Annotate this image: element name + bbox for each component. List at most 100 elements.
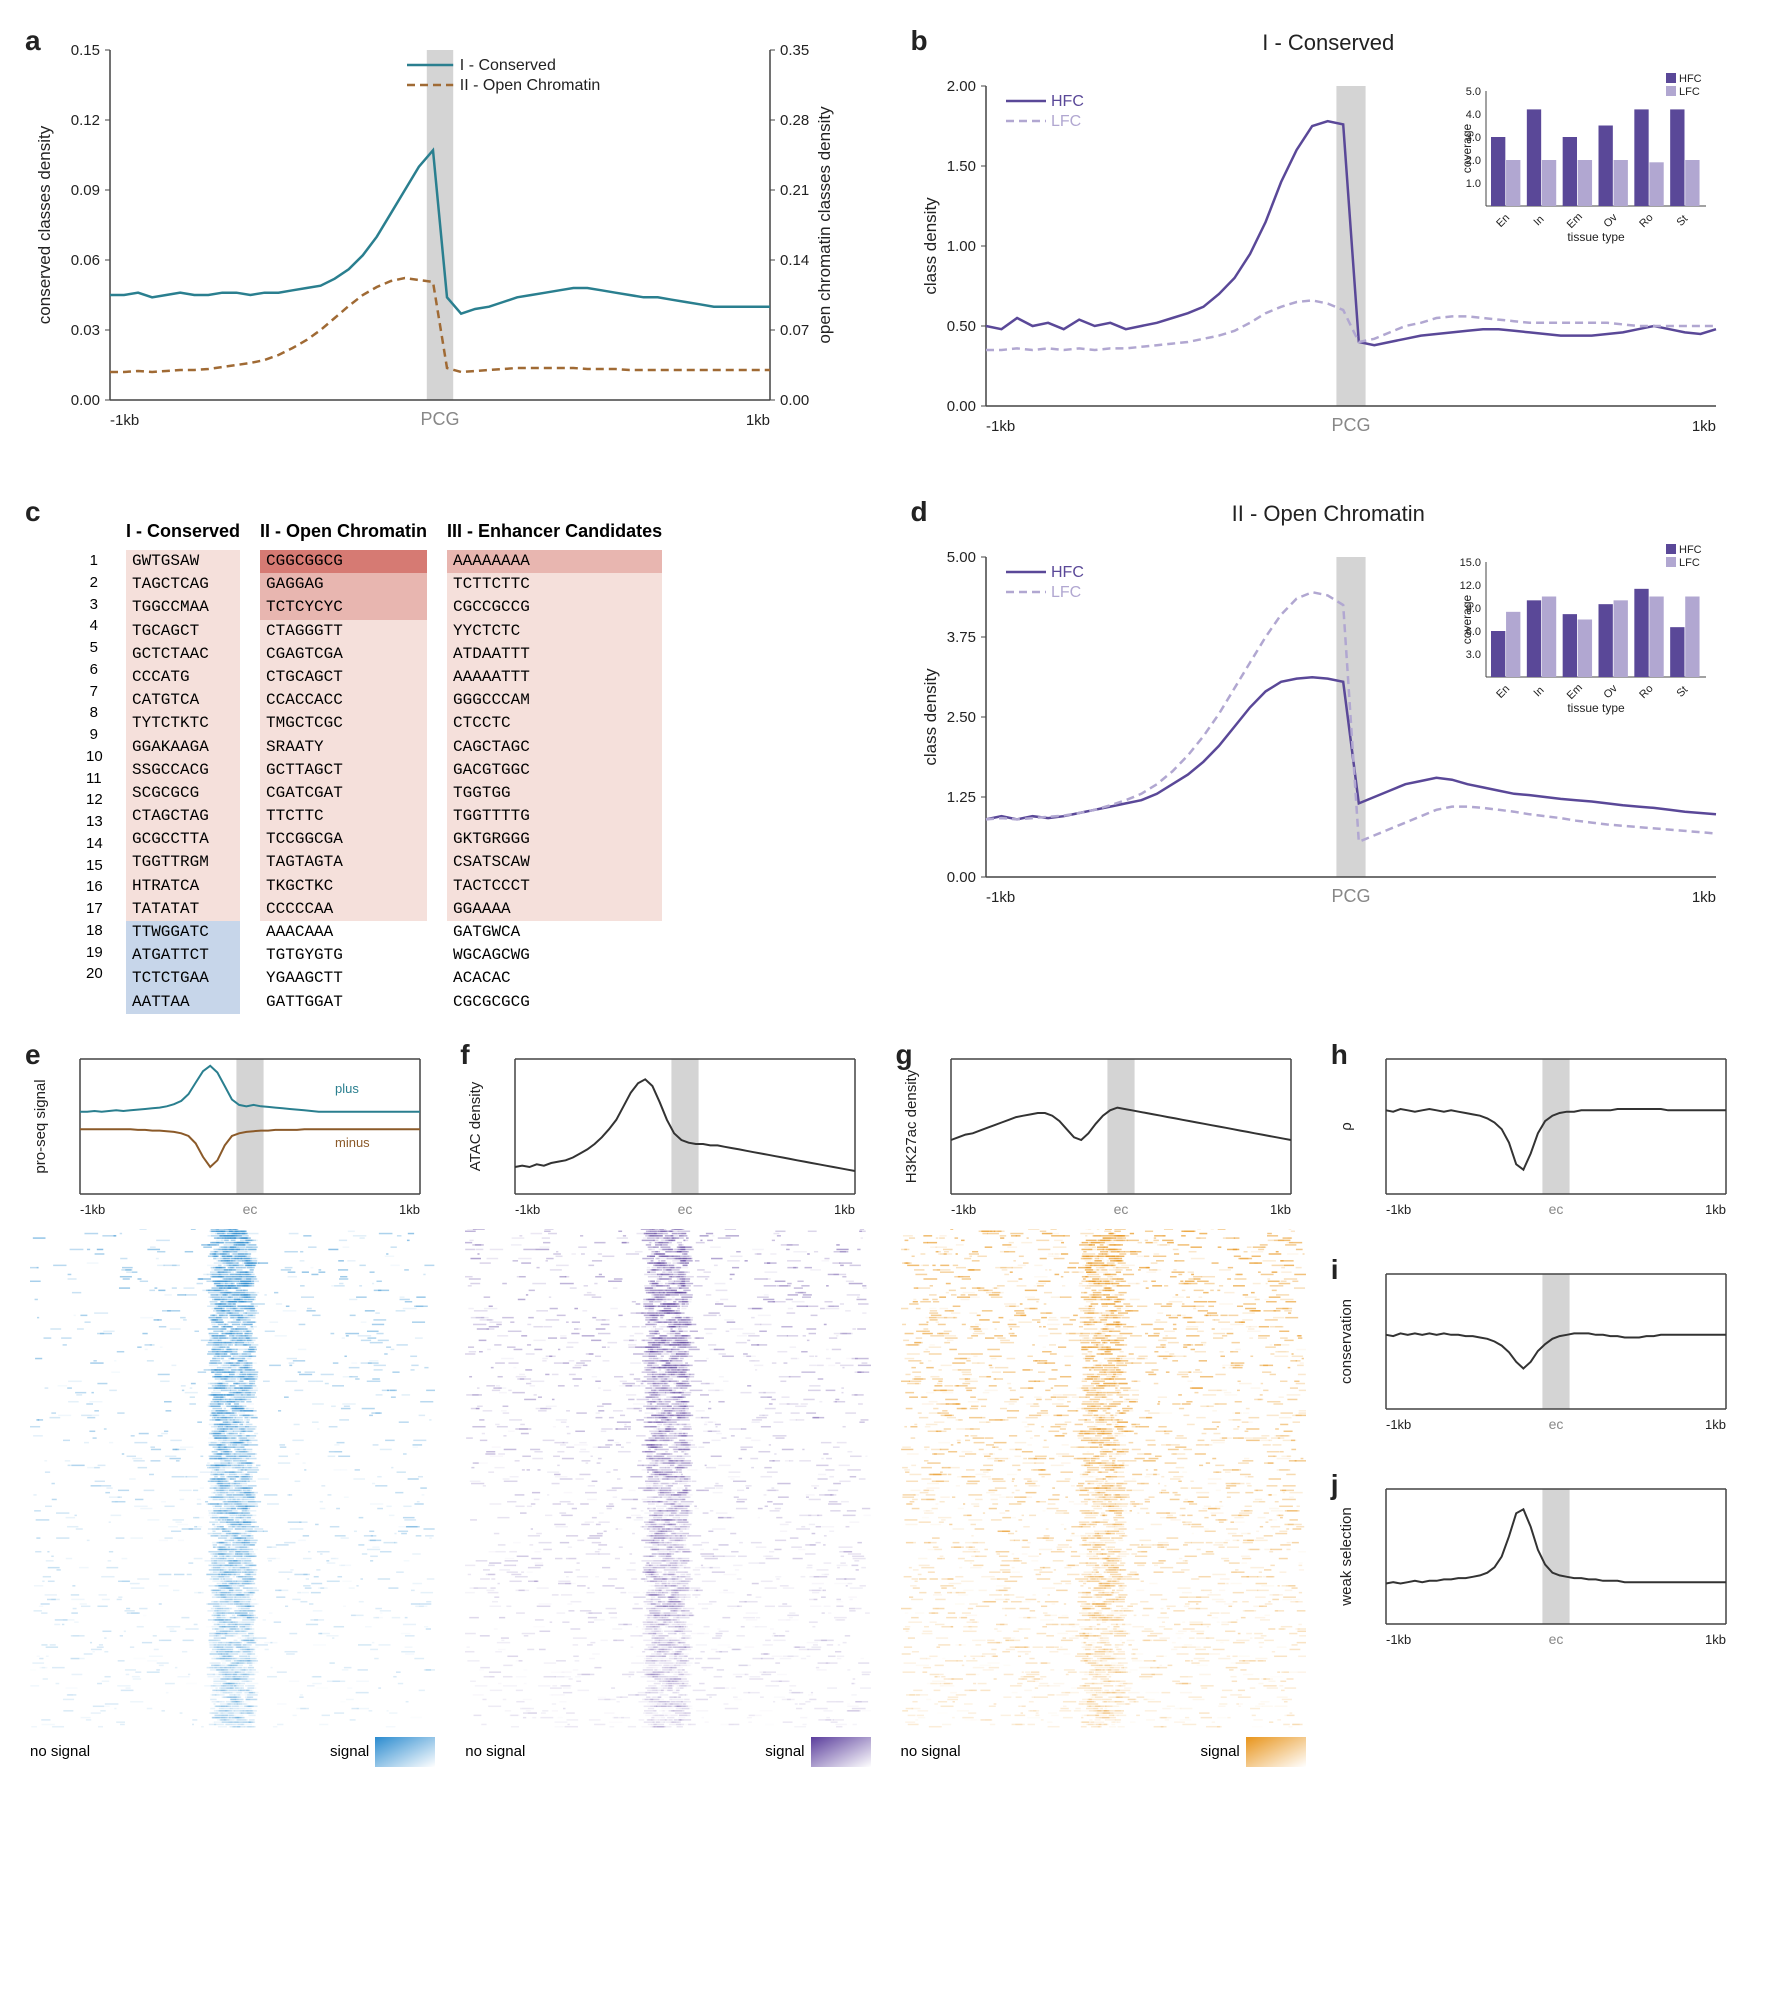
signal-h: -1kbec1kbρ xyxy=(1336,1044,1736,1224)
svg-text:1.25: 1.25 xyxy=(946,789,975,806)
motif-cell: CCCATG xyxy=(126,666,240,689)
motif-cell: GKTGRGGG xyxy=(447,828,662,851)
svg-text:plus: plus xyxy=(335,1081,359,1096)
panel-c: c 1234567891011121314151617181920I - Con… xyxy=(30,501,856,1014)
legend-f: no signal signal xyxy=(465,1737,870,1767)
panel-h-label: h xyxy=(1331,1039,1348,1071)
svg-text:minus: minus xyxy=(335,1135,370,1150)
motif-cell: GCGCCTTA xyxy=(126,828,240,851)
panel-e: e -1kbec1kbpro-seq signalplusminus no si… xyxy=(30,1044,435,1767)
svg-text:1kb: 1kb xyxy=(1691,418,1715,435)
motif-cell: TCTTCTTC xyxy=(447,573,662,596)
svg-text:tissue type: tissue type xyxy=(1567,701,1625,715)
svg-text:En: En xyxy=(1494,683,1512,701)
row-num: 9 xyxy=(80,724,106,746)
motif-cell: GGAAAA xyxy=(447,898,662,921)
row-num: 3 xyxy=(80,594,106,616)
panel-g: g -1kbec1kbH3K27ac density no signal sig… xyxy=(901,1044,1306,1767)
signal-i: -1kbec1kbconservation xyxy=(1336,1259,1736,1439)
panel-g-label: g xyxy=(896,1039,913,1071)
panel-b-label: b xyxy=(911,25,928,57)
svg-text:ATAC density: ATAC density xyxy=(467,1081,484,1171)
motif-cell: ACACAC xyxy=(447,967,662,990)
nosignal-e: no signal xyxy=(30,1743,90,1760)
panel-a-label: a xyxy=(25,25,41,57)
legend-e: no signal signal xyxy=(30,1737,435,1767)
svg-text:HFC: HFC xyxy=(1679,73,1702,85)
row-num: 15 xyxy=(80,855,106,877)
motif-cell: SSGCCACG xyxy=(126,759,240,782)
svg-text:HFC: HFC xyxy=(1679,544,1702,556)
motif-cell: CGGCGGCG xyxy=(260,550,427,573)
svg-text:1.50: 1.50 xyxy=(946,158,975,175)
signal-f: -1kbec1kbATAC density xyxy=(465,1044,865,1224)
svg-text:St: St xyxy=(1674,213,1690,229)
row-num: 20 xyxy=(80,963,106,985)
svg-text:LFC: LFC xyxy=(1679,557,1700,569)
chart-b: 0.000.501.001.502.00-1kbPCG1kbclass dens… xyxy=(916,66,1736,456)
svg-text:II - Open Chromatin: II - Open Chromatin xyxy=(460,77,601,94)
signal-label-f: signal xyxy=(765,1743,804,1760)
motif-cell: CCCCCAA xyxy=(260,898,427,921)
motif-cell: CGAGTCGA xyxy=(260,643,427,666)
svg-text:0.06: 0.06 xyxy=(71,252,100,269)
motif-cell: TCTCYCYC xyxy=(260,596,427,619)
motif-cell: TGGTGG xyxy=(447,782,662,805)
row-num: 11 xyxy=(80,768,106,790)
svg-text:-1kb: -1kb xyxy=(986,889,1015,906)
svg-text:class density: class density xyxy=(921,197,940,295)
motif-cell: GWTGSAW xyxy=(126,550,240,573)
motif-cell: TGGTTRGM xyxy=(126,851,240,874)
svg-text:In: In xyxy=(1531,213,1546,228)
motif-cell: CTAGCTAG xyxy=(126,805,240,828)
svg-text:0.03: 0.03 xyxy=(71,322,100,339)
signal-g: -1kbec1kbH3K27ac density xyxy=(901,1044,1301,1224)
motif-cell: ATDAATTT xyxy=(447,643,662,666)
motif-cell: GATGWCA xyxy=(447,921,662,944)
motif-cell: CCACCACC xyxy=(260,689,427,712)
figure-grid: a 0.000.030.060.090.120.150.000.070.140.… xyxy=(30,30,1741,1014)
row-num: 6 xyxy=(80,659,106,681)
motif-cell: GCTTAGCT xyxy=(260,759,427,782)
svg-text:1kb: 1kb xyxy=(746,412,770,429)
legend-g: no signal signal xyxy=(901,1737,1306,1767)
motif-cell: TGCAGCT xyxy=(126,620,240,643)
panel-f-label: f xyxy=(460,1039,469,1071)
svg-text:LFC: LFC xyxy=(1051,584,1081,601)
motif-cell: CTGCAGCT xyxy=(260,666,427,689)
motif-cell: CGATCGAT xyxy=(260,782,427,805)
motif-cell: TGTGYGTG xyxy=(260,944,427,967)
svg-text:class density: class density xyxy=(921,668,940,766)
panel-j-label: j xyxy=(1331,1469,1339,1501)
row-num: 18 xyxy=(80,920,106,942)
motif-cell: GAGGAG xyxy=(260,573,427,596)
row-num: 16 xyxy=(80,876,106,898)
svg-text:LFC: LFC xyxy=(1679,86,1700,98)
row-num: 8 xyxy=(80,702,106,724)
motif-cell: SRAATY xyxy=(260,736,427,759)
panel-c-label: c xyxy=(25,496,41,528)
svg-text:Ro: Ro xyxy=(1637,212,1655,230)
chart-d: 0.001.252.503.755.00-1kbPCG1kbclass dens… xyxy=(916,537,1736,927)
svg-text:1kb: 1kb xyxy=(834,1202,855,1217)
motif-cell: CTAGGGTT xyxy=(260,620,427,643)
motif-cell: CATGTCA xyxy=(126,689,240,712)
panel-i: i -1kbec1kbconservation xyxy=(1336,1259,1741,1444)
svg-text:2.00: 2.00 xyxy=(946,78,975,95)
svg-text:coverage: coverage xyxy=(1460,594,1474,644)
panel-e-label: e xyxy=(25,1039,41,1071)
motif-cell: YGAAGCTT xyxy=(260,967,427,990)
row-num: 17 xyxy=(80,898,106,920)
svg-text:Ov: Ov xyxy=(1601,682,1620,701)
svg-text:open chromatin classes density: open chromatin classes density xyxy=(815,106,834,344)
signal-e: -1kbec1kbpro-seq signalplusminus xyxy=(30,1044,430,1224)
svg-text:0.14: 0.14 xyxy=(780,252,809,269)
svg-text:5.00: 5.00 xyxy=(946,549,975,566)
svg-text:0.09: 0.09 xyxy=(71,182,100,199)
row-num: 12 xyxy=(80,789,106,811)
svg-text:0.12: 0.12 xyxy=(71,112,100,129)
svg-text:ec: ec xyxy=(678,1201,693,1217)
panel-b-title: I - Conserved xyxy=(916,30,1742,56)
svg-text:4.0: 4.0 xyxy=(1465,109,1480,121)
svg-text:St: St xyxy=(1674,684,1690,700)
